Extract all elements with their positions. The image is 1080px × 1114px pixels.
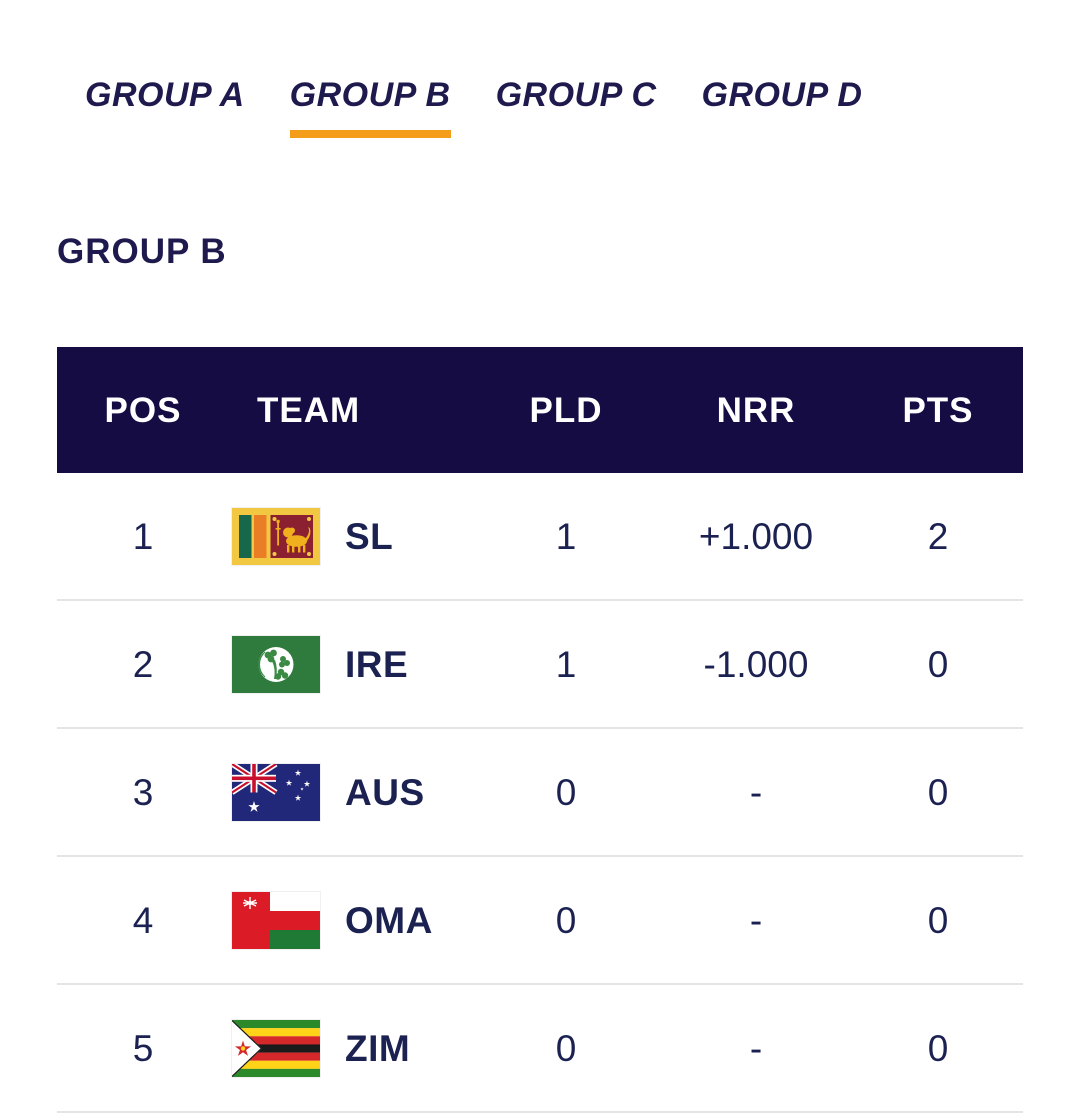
- team-code: SL: [345, 515, 394, 557]
- table-row: 2 IRE 1 -1.000 0: [57, 601, 1023, 729]
- table-row: 3 AUS 0 - 0: [57, 729, 1023, 857]
- played-cell: 0: [555, 771, 577, 813]
- column-header-pld: PLD: [529, 390, 603, 430]
- table-body: 1 SL 1 +1.000 2 2 IRE 1 -1.000 0 3 AUS 0: [57, 473, 1023, 1113]
- standings-page: GROUP A GROUP B GROUP C GROUP D GROUP B …: [57, 78, 1023, 1113]
- oman-flag-icon: [232, 892, 320, 949]
- team-code: AUS: [345, 771, 425, 813]
- section-title: GROUP B: [57, 232, 227, 271]
- sri-lanka-flag-icon: [232, 508, 320, 565]
- position-cell: 1: [132, 515, 154, 557]
- played-cell: 0: [555, 1027, 577, 1069]
- team-cell: ZIM: [229, 1020, 473, 1077]
- standings-table: POS TEAM PLD NRR PTS 1 SL 1 +1.000 2 2 I…: [57, 347, 1023, 1113]
- played-cell: 1: [555, 643, 577, 685]
- zimbabwe-flag-icon: [232, 1020, 320, 1077]
- tab-group-a[interactable]: GROUP A: [85, 78, 245, 138]
- tab-label: GROUP D: [701, 76, 863, 114]
- nrr-cell: -1.000: [703, 643, 809, 685]
- team-code: OMA: [345, 899, 433, 941]
- tab-group-d[interactable]: GROUP D: [702, 78, 863, 138]
- points-cell: 0: [927, 771, 949, 813]
- team-cell: OMA: [229, 892, 473, 949]
- tab-label: GROUP A: [85, 76, 245, 114]
- column-header-nrr: NRR: [716, 390, 796, 430]
- team-cell: SL: [229, 508, 473, 565]
- position-cell: 3: [132, 771, 154, 813]
- position-cell: 4: [132, 899, 154, 941]
- column-header-pos: POS: [104, 390, 182, 430]
- tab-label: GROUP B: [289, 76, 451, 114]
- table-row: 1 SL 1 +1.000 2: [57, 473, 1023, 601]
- points-cell: 0: [927, 643, 949, 685]
- played-cell: 1: [555, 515, 577, 557]
- points-cell: 0: [927, 1027, 949, 1069]
- tab-group-b[interactable]: GROUP B: [289, 76, 451, 138]
- team-code: IRE: [345, 643, 409, 685]
- nrr-cell: -: [749, 771, 763, 813]
- points-cell: 0: [927, 899, 949, 941]
- tab-label: GROUP C: [495, 76, 657, 114]
- table-row: 4 OMA 0 - 0: [57, 857, 1023, 985]
- team-code: ZIM: [345, 1027, 411, 1069]
- column-header-team: TEAM: [257, 390, 361, 430]
- column-header-pts: PTS: [902, 390, 974, 430]
- position-cell: 5: [132, 1027, 154, 1069]
- australia-flag-icon: [232, 764, 320, 821]
- points-cell: 2: [927, 515, 949, 557]
- nrr-cell: +1.000: [698, 515, 814, 557]
- table-header: POS TEAM PLD NRR PTS: [57, 347, 1023, 473]
- position-cell: 2: [132, 643, 154, 685]
- table-row: 5 ZIM 0 - 0: [57, 985, 1023, 1113]
- ireland-flag-icon: [232, 636, 320, 693]
- team-cell: IRE: [229, 636, 473, 693]
- nrr-cell: -: [749, 1027, 763, 1069]
- played-cell: 0: [555, 899, 577, 941]
- nrr-cell: -: [749, 899, 763, 941]
- group-tabs: GROUP A GROUP B GROUP C GROUP D: [57, 78, 1023, 138]
- tab-group-c[interactable]: GROUP C: [496, 78, 657, 138]
- team-cell: AUS: [229, 764, 473, 821]
